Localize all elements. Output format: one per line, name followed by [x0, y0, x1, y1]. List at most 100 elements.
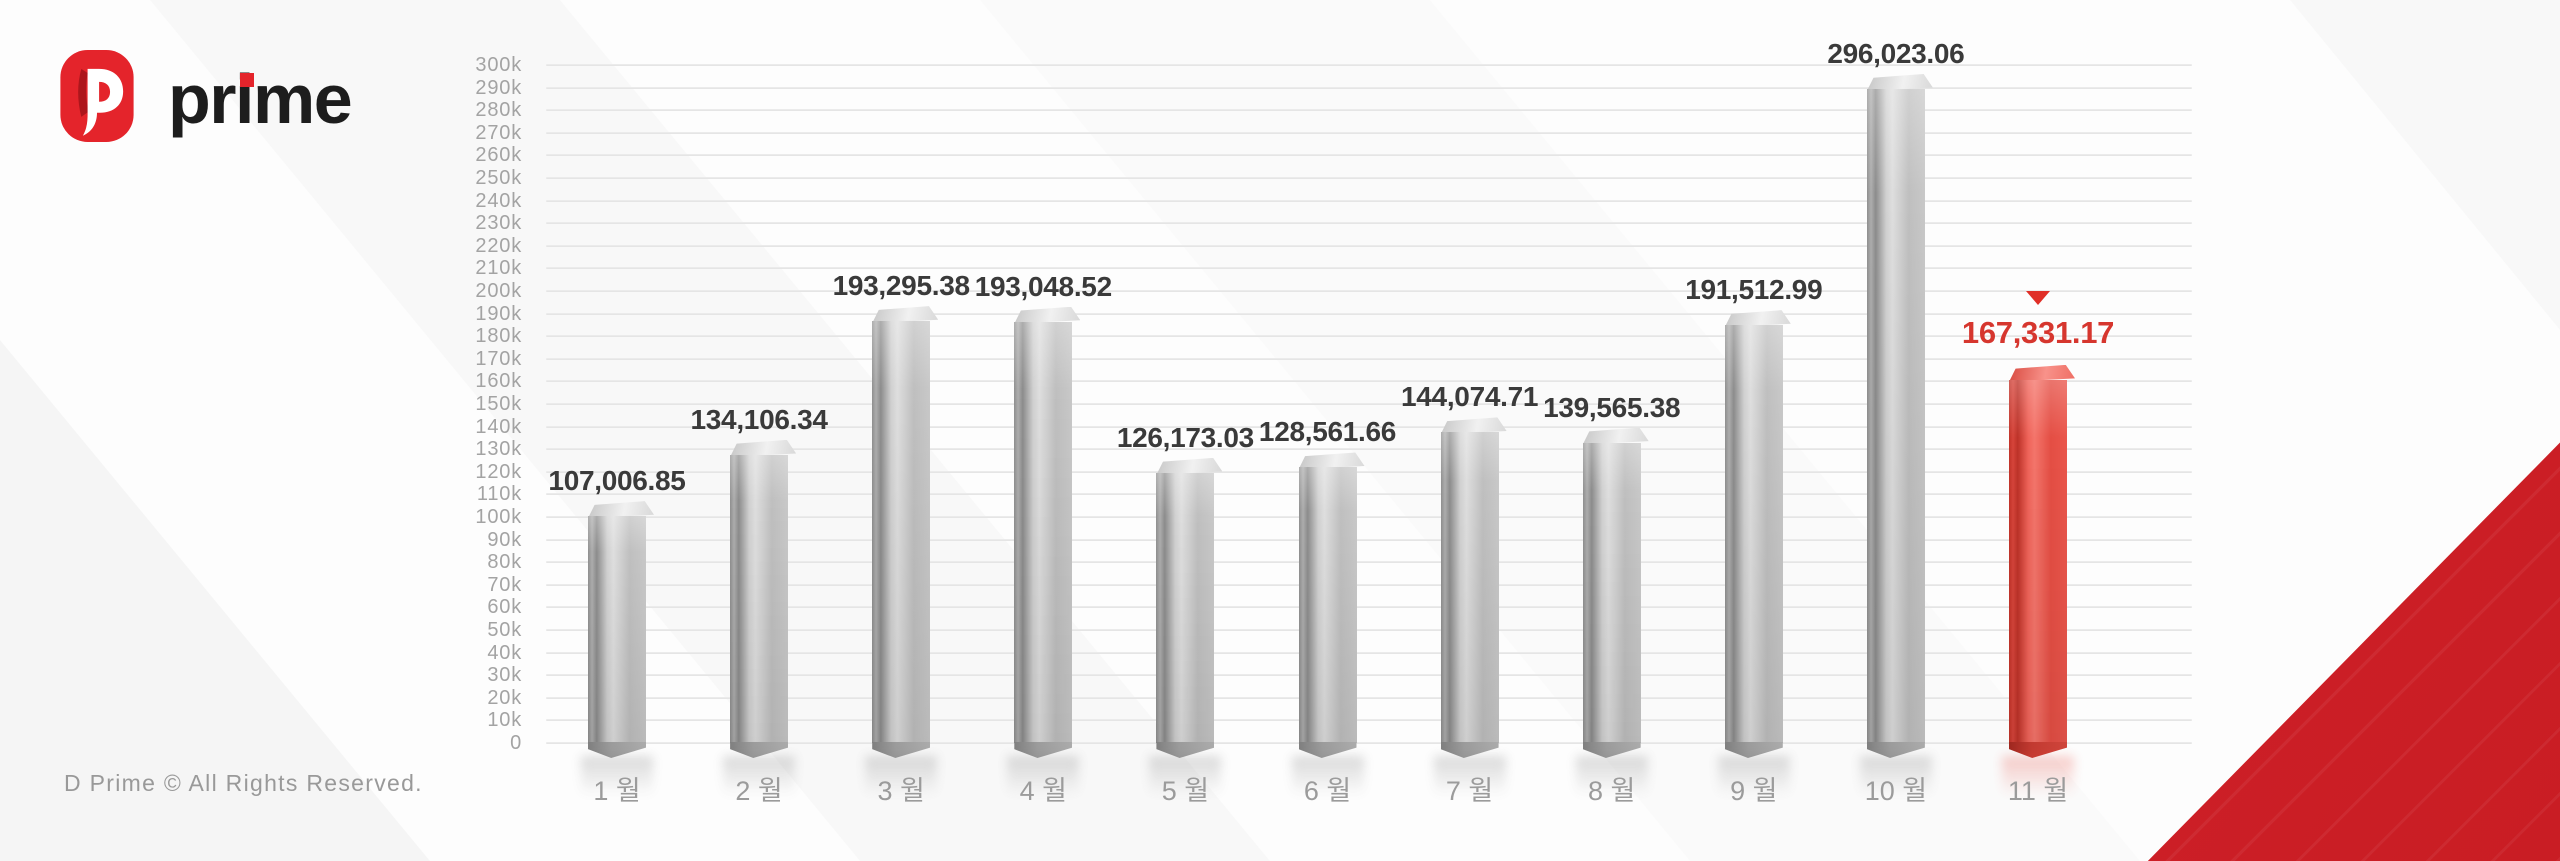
x-axis-label: 10 월	[1864, 776, 1928, 806]
y-axis-tick-label: 200k	[475, 280, 522, 302]
y-axis-tick-label: 160k	[475, 370, 522, 393]
gridline	[546, 561, 2192, 564]
bar-top-face	[2009, 364, 2075, 382]
bar-value-label: 193,295.38	[832, 270, 970, 302]
bar-month-8[interactable]	[1575, 427, 1649, 808]
bar-reflection	[581, 755, 653, 808]
y-axis-tick-label: 230k	[475, 212, 522, 235]
gridline	[546, 86, 2192, 89]
x-axis-label: 5 월	[1161, 776, 1210, 806]
gridline	[546, 312, 2192, 315]
x-axis-label: 8 월	[1588, 776, 1636, 806]
bar-month-7[interactable]	[1433, 417, 1507, 808]
bar-reflection	[1007, 755, 1080, 808]
gridline	[546, 493, 2192, 496]
y-axis-tick-label: 30k	[487, 664, 522, 687]
y-axis-tick-label: 100k	[475, 506, 522, 528]
bar-reflection	[1433, 755, 1506, 808]
y-axis-tick-label: 90k	[487, 528, 522, 551]
gridline	[546, 64, 2192, 66]
y-axis-tick-label: 20k	[487, 686, 522, 709]
gridline	[546, 403, 2192, 405]
bar-month-6[interactable]	[1291, 452, 1365, 808]
bar-front-face	[1582, 442, 1641, 743]
y-axis-tick-label: 180k	[475, 325, 522, 348]
bar-month-3[interactable]	[865, 306, 939, 808]
bar-reflection	[1149, 755, 1222, 808]
bar-reflection	[1291, 755, 1364, 808]
y-axis-tick-label: 120k	[475, 460, 522, 483]
x-axis-label: 4 월	[1019, 776, 1067, 806]
bar-value-label: 139,565.38	[1543, 391, 1681, 423]
bar-month-11[interactable]	[2002, 364, 2075, 808]
bar-reflection	[1717, 755, 1790, 808]
gridline	[546, 380, 2192, 383]
bar-front-face	[1014, 321, 1073, 743]
bar-top-face	[1440, 417, 1507, 435]
gridline	[546, 651, 2192, 654]
y-axis-tick-label: 50k	[487, 619, 522, 641]
y-axis-tick-label: 140k	[475, 415, 522, 438]
gridline	[546, 742, 2192, 744]
gridline	[546, 290, 2192, 292]
y-axis-tick-label: 300k	[475, 54, 522, 76]
bar-front-face	[730, 454, 789, 743]
y-axis-tick-label: 220k	[475, 234, 522, 257]
bar-value-label: 126,173.03	[1116, 421, 1254, 453]
gridline	[546, 516, 2192, 518]
y-axis-tick-label: 130k	[475, 438, 522, 461]
brand-text-label: prime	[168, 60, 353, 138]
bar-front-face	[2009, 379, 2067, 743]
x-axis-label: 2 월	[735, 776, 783, 806]
gridline	[546, 335, 2192, 338]
brand-i-dot	[240, 73, 254, 87]
gridline	[546, 538, 2192, 541]
gridline	[546, 674, 2192, 677]
bar-top-face	[730, 439, 797, 457]
bar-top-face	[1582, 427, 1649, 445]
y-axis-tick-label: 290k	[475, 76, 522, 99]
bar-front-face	[872, 321, 931, 743]
bar-month-5[interactable]	[1149, 457, 1223, 808]
bar-value-label: 296,023.06	[1827, 37, 1965, 69]
bar-reflection	[1575, 755, 1648, 808]
bar-month-9[interactable]	[1717, 310, 1791, 808]
y-axis-tick-label: 0	[510, 732, 522, 754]
gridline	[546, 357, 2192, 360]
bar-month-1[interactable]	[581, 501, 654, 808]
x-axis-label: 11 월	[2007, 776, 2069, 806]
gridline	[546, 583, 2192, 586]
bar-month-4[interactable]	[1007, 306, 1081, 808]
bar-month-10[interactable]	[1859, 73, 1933, 808]
gridline	[546, 629, 2192, 631]
y-axis-tick-label: 240k	[475, 189, 522, 212]
y-axis-tick-label: 260k	[475, 144, 522, 167]
gridline	[546, 470, 2192, 473]
y-axis-tick-label: 40k	[487, 641, 522, 664]
gridline	[546, 109, 2192, 112]
bar-top-face	[1014, 306, 1081, 324]
bar-value-label: 134,106.34	[690, 403, 828, 435]
bar-front-face	[588, 516, 646, 743]
gridline	[546, 448, 2192, 451]
bar-reflection	[2002, 755, 2074, 808]
bar-top-face	[1724, 310, 1791, 328]
x-axis-label: 6 월	[1303, 776, 1352, 806]
dprime-logo-mark	[60, 50, 134, 142]
bar-front-face	[1156, 472, 1215, 743]
bar-month-2[interactable]	[723, 439, 797, 808]
gridline	[546, 177, 2192, 179]
y-axis-tick-label: 210k	[475, 257, 522, 280]
bar-reflection	[865, 755, 938, 808]
gridline	[546, 696, 2192, 699]
x-axis-label: 7 월	[1445, 776, 1494, 806]
gridline	[546, 719, 2192, 722]
y-axis-tick-label: 150k	[475, 393, 522, 415]
brand-text: prime	[168, 64, 353, 134]
bar-value-label: 191,512.99	[1685, 274, 1823, 306]
bar-reflection	[1859, 755, 1932, 808]
gridline	[546, 425, 2192, 428]
y-axis-tick-label: 190k	[475, 302, 522, 325]
